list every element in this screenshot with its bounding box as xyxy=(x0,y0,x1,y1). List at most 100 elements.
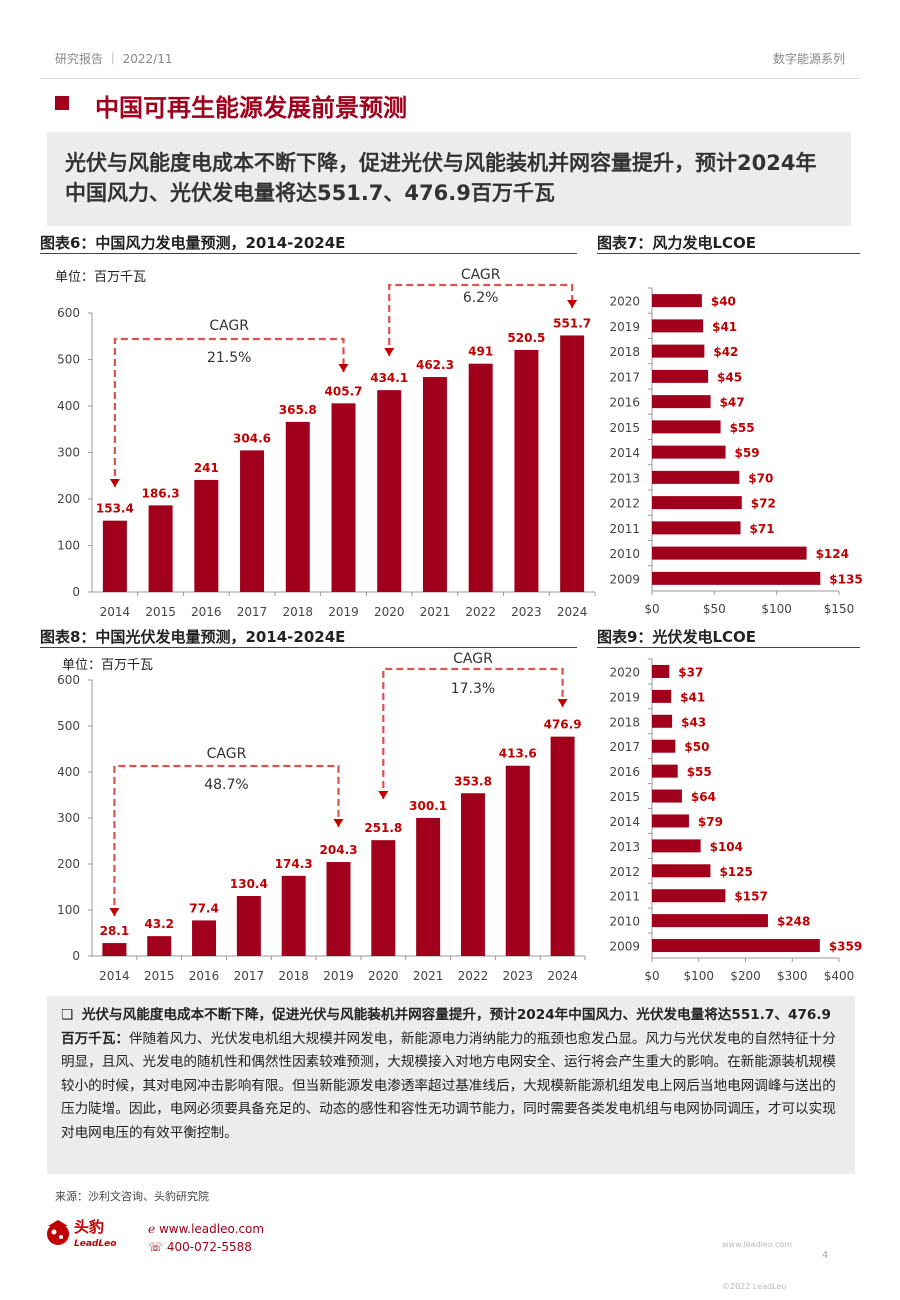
y-tick-label: 2010 xyxy=(609,915,640,929)
data-label: 551.7 xyxy=(553,316,591,330)
bar xyxy=(560,335,585,592)
y-tick-label: 2009 xyxy=(609,572,640,586)
data-label: 43.2 xyxy=(144,917,174,931)
y-tick-label: 2012 xyxy=(609,865,640,879)
cagr-value: 48.7% xyxy=(204,777,248,793)
data-label: $41 xyxy=(680,690,705,704)
data-label: $359 xyxy=(829,940,862,954)
data-label: $104 xyxy=(710,840,743,854)
data-label: 241 xyxy=(194,461,219,475)
fig9-title: 图表9：光伏发电LCOE xyxy=(597,628,757,646)
fig6-unit: 单位：百万千瓦 xyxy=(55,270,147,285)
y-tick-label: 2018 xyxy=(609,345,640,359)
cagr-arrowhead xyxy=(333,819,344,827)
bar xyxy=(505,765,530,956)
y-tick-label: 2019 xyxy=(609,320,640,334)
x-tick-label: $150 xyxy=(824,602,855,616)
cagr-arrowhead xyxy=(557,699,568,707)
website-link[interactable]: www.leadleo.com xyxy=(158,1222,265,1236)
fig6-rule xyxy=(40,253,577,254)
x-tick-label: 2021 xyxy=(413,969,444,983)
fig8-rule xyxy=(40,647,577,648)
y-tick-label: 600 xyxy=(57,306,80,320)
x-tick-label: $50 xyxy=(703,602,726,616)
data-label: $41 xyxy=(712,320,737,334)
y-tick-label: 2015 xyxy=(609,790,640,804)
bar xyxy=(148,505,173,592)
leadleo-logo: 头豹 LeadLeo xyxy=(44,1212,144,1256)
bar xyxy=(652,939,820,953)
fig6-chart: 0 100 200 300 400 500 600 153.4 2014 186.3 2015 241… xyxy=(57,267,596,619)
x-tick-label: 2024 xyxy=(557,605,588,619)
y-tick-label: 300 xyxy=(57,811,80,825)
data-label: 130.4 xyxy=(230,877,268,891)
data-label: 413.6 xyxy=(499,747,537,761)
bar xyxy=(102,943,127,956)
data-label: $125 xyxy=(719,865,752,879)
bar xyxy=(285,421,310,592)
bar xyxy=(371,840,396,956)
contact-block: ℯ www.leadleo.com ☏ 400-072-5588 xyxy=(148,1220,264,1256)
source-note: 来源：沙利文咨询、头豹研究院 xyxy=(55,1190,209,1203)
report-header: 研究报告 ｜ 2022/11 xyxy=(55,52,173,66)
x-tick-label: 2023 xyxy=(511,605,542,619)
y-tick-label: 200 xyxy=(57,492,80,506)
data-label: 304.6 xyxy=(233,431,271,445)
data-label: $50 xyxy=(684,740,709,754)
x-tick-label: $0 xyxy=(644,602,659,616)
x-tick-label: 2021 xyxy=(420,605,451,619)
cagr-arrowhead xyxy=(567,300,578,308)
data-label: 153.4 xyxy=(96,502,134,516)
x-tick-label: 2017 xyxy=(237,605,268,619)
bar xyxy=(460,793,485,956)
bar xyxy=(652,914,768,928)
phone-icon: ☏ xyxy=(148,1240,164,1254)
data-label: $64 xyxy=(691,790,716,804)
data-label: $45 xyxy=(717,370,742,384)
fig7-title: 图表7：风力发电LCOE xyxy=(597,234,757,252)
data-label: $59 xyxy=(735,446,760,460)
fig9-chart: $0 $100 $200 $300 $400 $37 2020 $41 2019 $43 2018 $… xyxy=(609,658,862,983)
data-label: $40 xyxy=(711,295,736,309)
bar xyxy=(652,344,705,358)
lead-text: 光伏与风能度电成本不断下降，促进光伏与风能装机并网容量提升，预计2024年中国风… xyxy=(65,151,817,205)
y-tick-label: 2014 xyxy=(609,446,640,460)
x-tick-label: 2019 xyxy=(328,605,359,619)
bar xyxy=(514,349,539,592)
fig6-title: 图表6：中国风力发电量预测，2014-2024E xyxy=(40,234,346,252)
bar xyxy=(550,736,575,956)
data-label: $79 xyxy=(698,815,723,829)
x-tick-label: 2022 xyxy=(465,605,496,619)
phone-number: 400-072-5588 xyxy=(166,1240,252,1254)
data-label: 300.1 xyxy=(409,799,447,813)
x-tick-label: $300 xyxy=(777,969,808,983)
fig8-unit: 单位：百万千瓦 xyxy=(62,658,154,673)
y-tick-label: 2020 xyxy=(609,295,640,309)
bar xyxy=(652,764,678,778)
y-tick-label: 400 xyxy=(57,399,80,413)
bar xyxy=(652,664,670,678)
bar xyxy=(652,470,740,484)
bar xyxy=(652,395,711,409)
x-tick-label: $100 xyxy=(683,969,714,983)
y-tick-label: 0 xyxy=(72,585,80,599)
data-label: 476.9 xyxy=(544,718,582,732)
summary-lead: 光伏与风能度电成本不断下降，促进光伏与风能装机并网容量提升，预计2024年中国风… xyxy=(61,1007,831,1047)
y-tick-label: 2013 xyxy=(609,840,640,854)
summary-box: ❑ 光伏与风能度电成本不断下降，促进光伏与风能装机并网容量提升，预计2024年中… xyxy=(47,996,855,1174)
x-tick-label: 2016 xyxy=(189,969,220,983)
y-tick-label: 2019 xyxy=(609,690,640,704)
x-tick-label: 2016 xyxy=(191,605,222,619)
data-label: 353.8 xyxy=(454,774,492,788)
data-label: 186.3 xyxy=(142,486,180,500)
summary-body: 伴随着风力、光伏发电机组大规模并网发电，新能源电力消纳能力的瓶颈也愈发凸显。风力… xyxy=(61,1030,836,1141)
cagr-arrowhead xyxy=(338,364,349,372)
x-tick-label: 2014 xyxy=(99,969,130,983)
footer-copyright: ©2022 LeadLeo xyxy=(722,1282,787,1291)
data-label: $248 xyxy=(777,915,810,929)
y-tick-label: 2016 xyxy=(609,765,640,779)
bar xyxy=(652,571,821,585)
x-tick-label: 2018 xyxy=(282,605,313,619)
y-tick-label: 2018 xyxy=(609,715,640,729)
data-label: $135 xyxy=(829,572,862,586)
